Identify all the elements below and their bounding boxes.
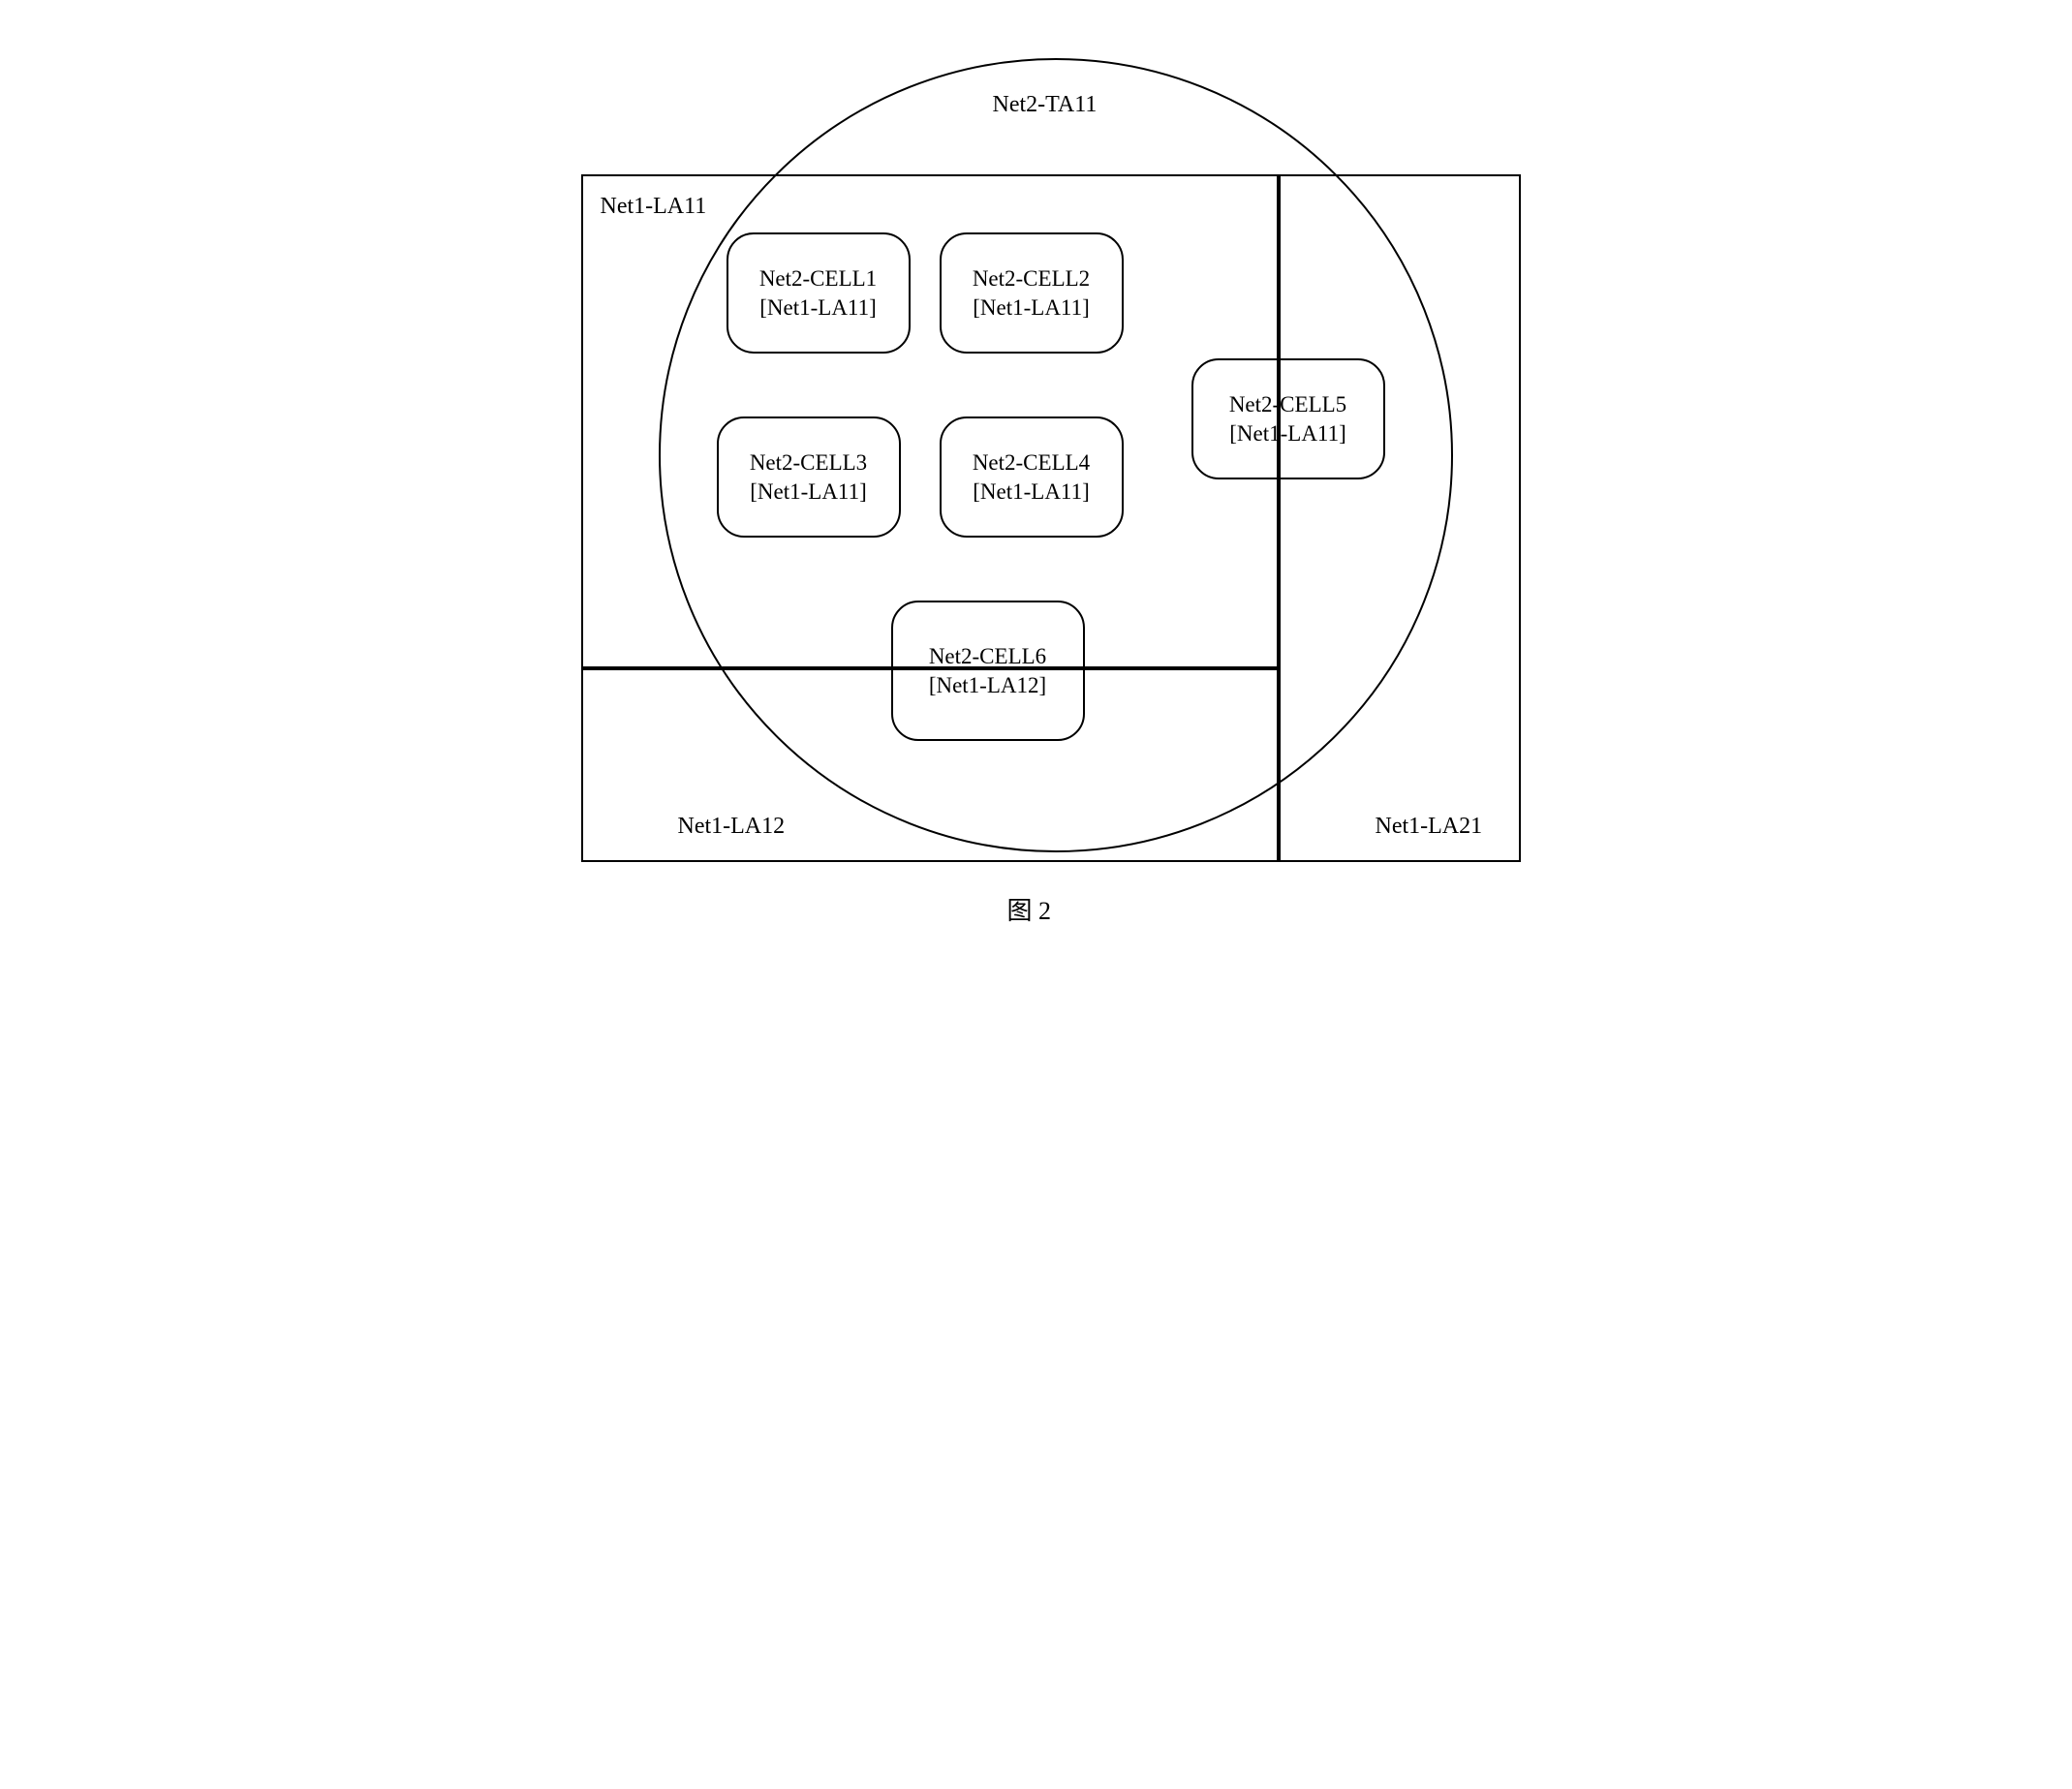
rect-la12-label: Net1-LA12 (678, 814, 786, 840)
cell-2-line2: [Net1-LA11] (973, 293, 1090, 323)
rect-la11-label: Net1-LA11 (601, 194, 707, 220)
cell-6-line1: Net2-CELL6 (929, 642, 1046, 671)
cell-4-line2: [Net1-LA11] (973, 478, 1090, 507)
cell-3-line1: Net2-CELL3 (750, 448, 867, 478)
cell-5-line1: Net2-CELL5 (1229, 390, 1346, 419)
figure-caption: 图 2 (1007, 891, 1052, 927)
cell-1-line1: Net2-CELL1 (759, 264, 877, 293)
cell-1: Net2-CELL1 [Net1-LA11] (727, 232, 911, 354)
cell-3-line2: [Net1-LA11] (750, 478, 867, 507)
cell-2-line1: Net2-CELL2 (973, 264, 1090, 293)
cell-4: Net2-CELL4 [Net1-LA11] (940, 416, 1124, 538)
diagram-container: Net1-LA11 Net1-LA12 Net1-LA21 Net2-TA11 … (552, 39, 1521, 930)
circle-ta11-label: Net2-TA11 (993, 92, 1098, 118)
rect-la21-label: Net1-LA21 (1376, 814, 1483, 840)
cell-2: Net2-CELL2 [Net1-LA11] (940, 232, 1124, 354)
cell-1-line2: [Net1-LA11] (759, 293, 877, 323)
cell-5-line2: [Net1-LA11] (1229, 419, 1346, 448)
cell-6-line2: [Net1-LA12] (929, 671, 1046, 700)
cell-6: Net2-CELL6 [Net1-LA12] (891, 601, 1085, 741)
cell-5: Net2-CELL5 [Net1-LA11] (1191, 358, 1385, 479)
cell-4-line1: Net2-CELL4 (973, 448, 1090, 478)
cell-3: Net2-CELL3 [Net1-LA11] (717, 416, 901, 538)
